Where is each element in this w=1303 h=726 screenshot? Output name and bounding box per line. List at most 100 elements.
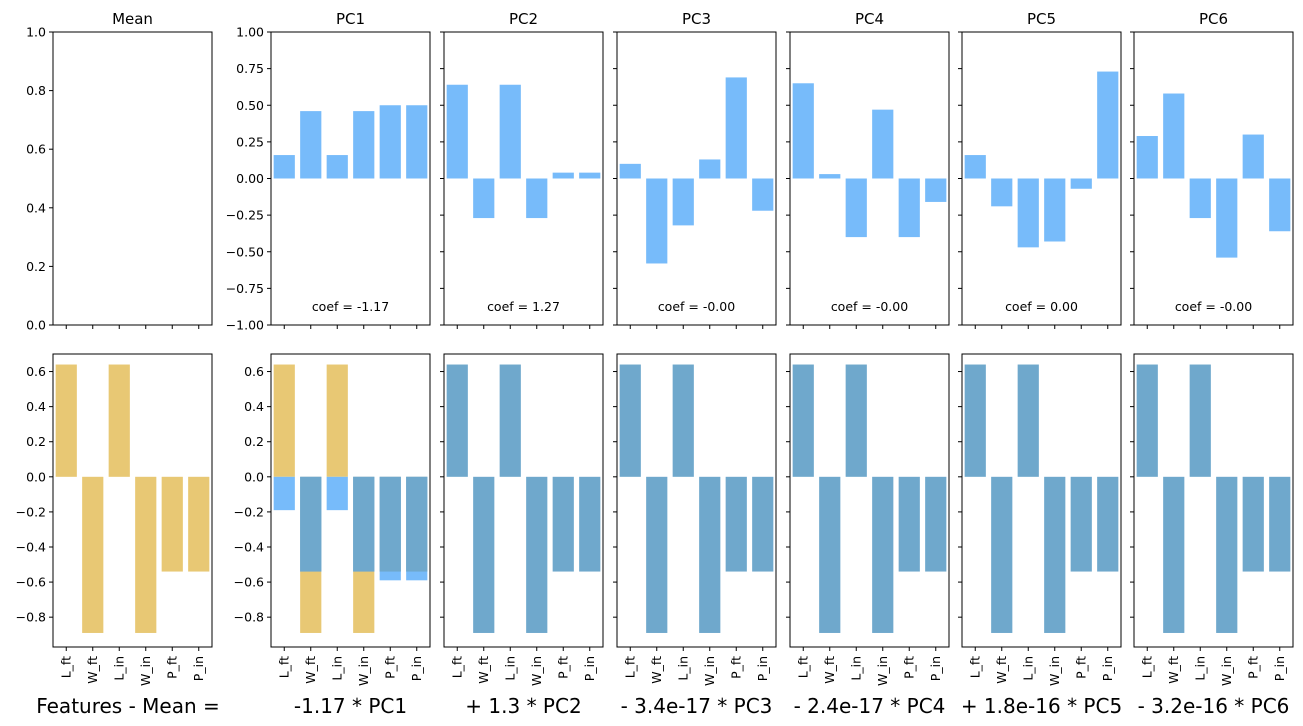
pc-loading-bar <box>1269 178 1291 232</box>
pc-loading-bar <box>1097 71 1119 179</box>
reconstruction-bar <box>925 476 947 572</box>
reconstruction-bar <box>499 364 521 477</box>
component-bar <box>273 476 295 511</box>
reconstruction-bar <box>964 364 986 477</box>
reconstruction-bar <box>446 364 468 477</box>
reconstruction-bar <box>1163 476 1185 633</box>
x-tick-label: P_ft <box>1073 656 1088 679</box>
x-tick-label: W_ft <box>822 656 837 684</box>
coef-label: coef = -0.00 <box>658 299 735 314</box>
target-bar <box>326 364 348 477</box>
pc-loading-bar <box>925 178 947 202</box>
y-tick-label: 1.0 <box>26 25 46 40</box>
target-bar <box>273 364 295 477</box>
x-tick-label: L_in <box>1192 656 1207 681</box>
y-tick-label: −0.2 <box>234 504 264 519</box>
panel-title: Mean <box>112 10 153 28</box>
pc-loading-bar <box>1136 136 1158 179</box>
x-tick-label: L_ft <box>1139 656 1154 678</box>
coef-label: coef = 1.27 <box>487 299 560 314</box>
pc-loading-bar <box>579 172 601 179</box>
panel-frame <box>961 353 1122 648</box>
y-tick-label: −0.8 <box>234 610 264 625</box>
target-bar <box>82 476 104 633</box>
reconstruction-bar <box>672 364 694 477</box>
x-tick-label: P_in <box>1100 656 1115 681</box>
panel-title: PC1 <box>336 10 365 28</box>
y-tick-label: −0.25 <box>226 208 264 223</box>
x-tick-label: L_in <box>1020 656 1035 681</box>
reconstruction-bar <box>406 476 428 572</box>
pc-loading-bar <box>300 111 322 179</box>
pc-loading-bar <box>1070 178 1092 189</box>
reconstruction-bar <box>473 476 495 633</box>
pc-loading-bar <box>353 111 375 179</box>
pc-loading-bar <box>725 77 747 179</box>
pc-loading-bar <box>1189 178 1211 219</box>
x-tick-label: W_in <box>529 656 544 686</box>
panel-title: PC2 <box>509 10 538 28</box>
y-tick-label: 0.4 <box>244 399 264 414</box>
pc-loading-bar <box>792 83 814 179</box>
equation-term: - 3.2e-16 * PC6 <box>1138 694 1290 718</box>
equation-term: -1.17 * PC1 <box>294 694 407 718</box>
x-tick-label: P_ft <box>164 656 179 679</box>
reconstruction-bar <box>353 476 375 572</box>
y-tick-label: 0.0 <box>26 469 46 484</box>
y-tick-label: 0.8 <box>26 83 46 98</box>
x-tick-label: P_ft <box>728 656 743 679</box>
pc-loading-bar <box>819 174 841 179</box>
pc-loading-bar <box>406 105 428 179</box>
reconstruction-bar <box>991 476 1013 633</box>
x-tick-label: L_ft <box>449 656 464 678</box>
x-tick-label: W_in <box>702 656 717 686</box>
y-tick-label: 0.6 <box>26 364 46 379</box>
reconstruction-bar <box>752 476 774 572</box>
pc-loading-bar <box>845 178 867 238</box>
reconstruction-bar <box>898 476 920 572</box>
equation-term: - 3.4e-17 * PC3 <box>621 694 773 718</box>
y-tick-label: −0.4 <box>16 539 46 554</box>
pc-loading-bar <box>1017 178 1039 248</box>
reconstruction-bar <box>1097 476 1119 572</box>
x-tick-label: P_in <box>755 656 770 681</box>
x-tick-label: W_in <box>356 656 371 686</box>
reconstruction-bar <box>699 476 721 633</box>
x-tick-label: P_ft <box>382 656 397 679</box>
x-tick-label: W_ft <box>476 656 491 684</box>
y-tick-label: 0.75 <box>236 61 264 76</box>
pc-loading-bar <box>1163 93 1185 179</box>
reconstruction-bar <box>1136 364 1158 477</box>
y-tick-label: 0.4 <box>26 399 46 414</box>
reconstruction-bar <box>300 476 322 572</box>
reconstruction-bar <box>646 476 668 633</box>
reconstruction-bar <box>552 476 574 572</box>
panel-title: PC3 <box>682 10 711 28</box>
x-tick-label: L_in <box>111 656 126 681</box>
pc-loading-bar <box>898 178 920 238</box>
pc-loading-bar <box>964 155 986 179</box>
x-tick-label: P_in <box>928 656 943 681</box>
x-tick-label: W_ft <box>994 656 1009 684</box>
panel-frame <box>270 353 431 648</box>
reconstruction-bar <box>1044 476 1066 633</box>
panel-frame <box>52 353 213 648</box>
reconstruction-bar <box>579 476 601 572</box>
y-tick-label: 0.50 <box>236 98 264 113</box>
x-tick-label: W_ft <box>649 656 664 684</box>
equation-term: - 2.4e-17 * PC4 <box>794 694 946 718</box>
x-tick-label: W_ft <box>303 656 318 684</box>
x-tick-label: L_in <box>502 656 517 681</box>
panel-frame <box>789 353 950 648</box>
reconstruction-bar <box>619 364 641 477</box>
x-tick-label: L_ft <box>795 656 810 678</box>
pc-loading-bar <box>446 84 468 179</box>
x-tick-label: W_in <box>138 656 153 686</box>
y-tick-label: 0.4 <box>26 200 46 215</box>
y-tick-label: 1.00 <box>236 25 264 40</box>
y-tick-label: 0.25 <box>236 134 264 149</box>
target-bar <box>161 476 183 572</box>
x-tick-label: P_in <box>1272 656 1287 681</box>
x-tick-label: P_in <box>582 656 597 681</box>
y-tick-label: −0.8 <box>16 610 46 625</box>
